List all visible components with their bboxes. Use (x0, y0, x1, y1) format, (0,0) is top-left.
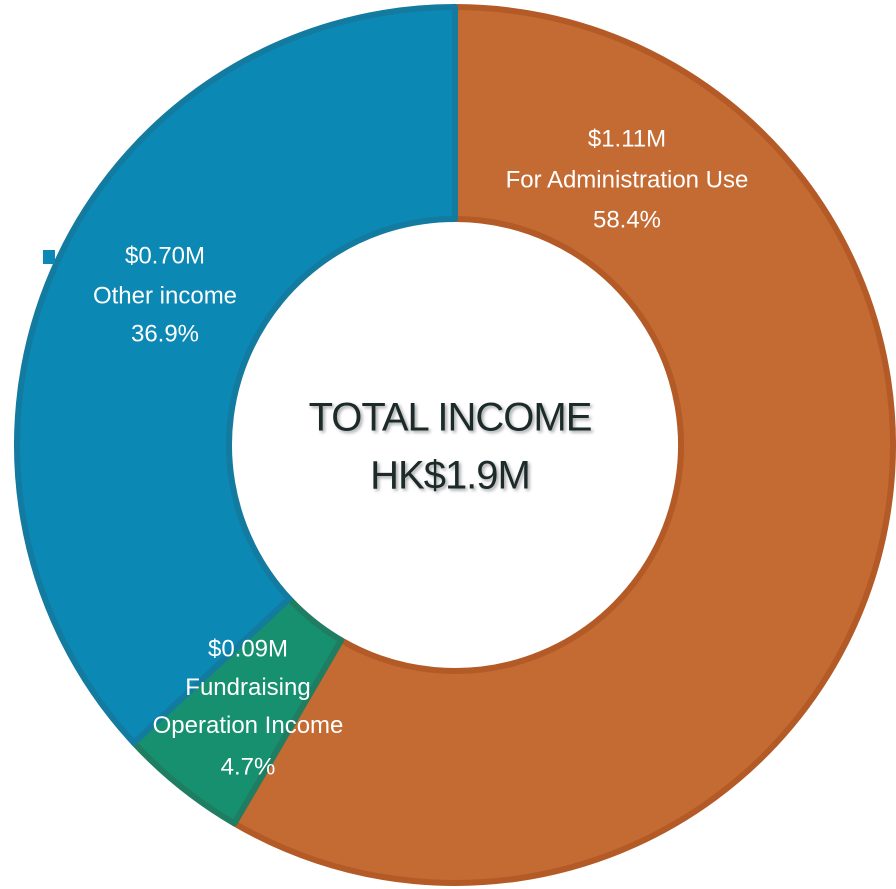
labels: $1.11M For Administration Use 58.4% $0.09M F… (93, 125, 748, 780)
percent-label: 36.9% (131, 320, 199, 347)
legend-marker (43, 250, 55, 264)
center-title: TOTAL INCOME (309, 396, 592, 440)
amount-label: $1.11M (588, 125, 666, 152)
donut (14, 4, 896, 886)
amount-label: $0.09M (208, 635, 288, 662)
category-label: For Administration Use (506, 166, 749, 193)
center-total: HK$1.9M (370, 454, 530, 498)
category-label: Fundraising Operation Income (153, 674, 344, 739)
donut-slice (14, 4, 458, 746)
donut-slice (231, 4, 896, 886)
amount-label: $0.70M (125, 242, 205, 269)
percent-label: 58.4% (593, 206, 661, 233)
category-label: Other income (93, 282, 237, 309)
percent-label: 4.7% (221, 753, 276, 780)
